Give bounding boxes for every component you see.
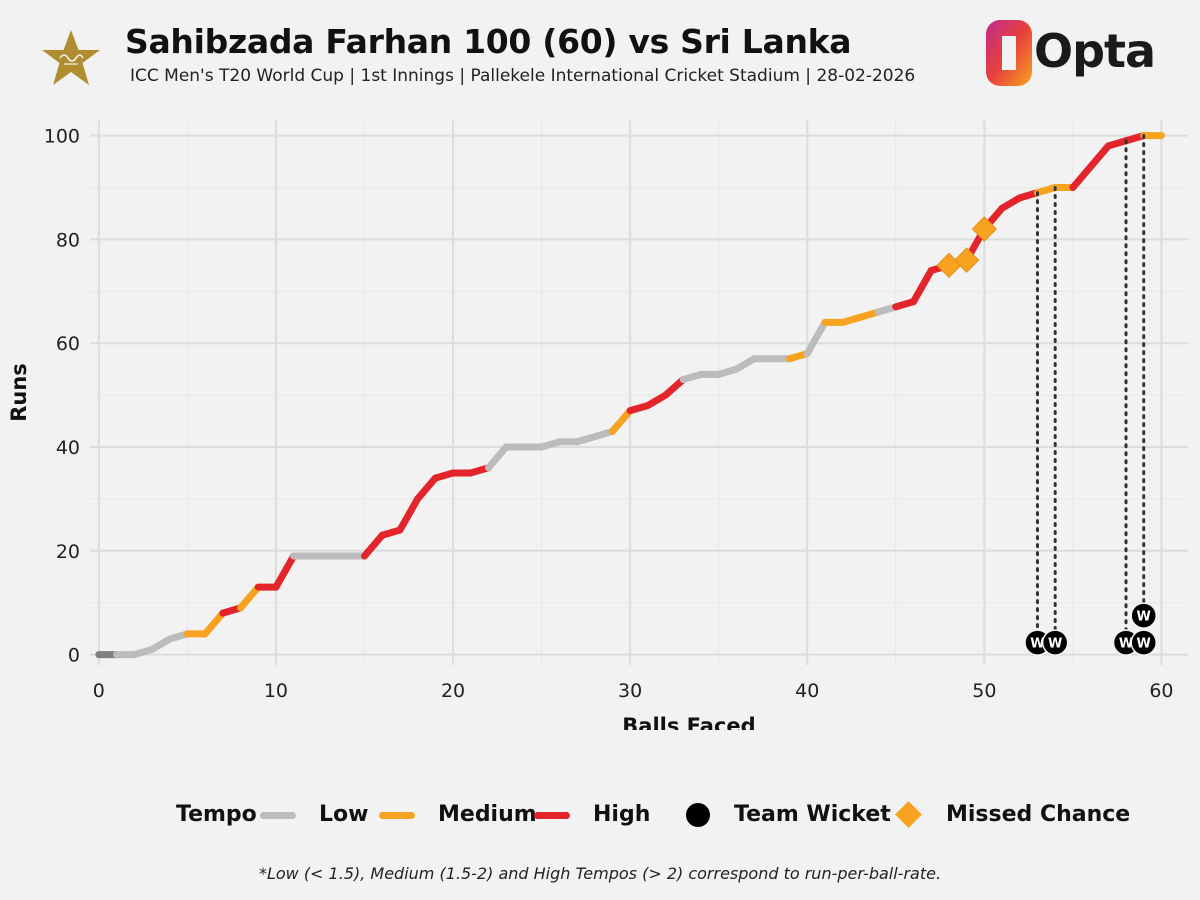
worm-segment-high (662, 376, 687, 399)
x-axis-label: Balls Faced (622, 714, 755, 730)
legend-wicket-label: Team Wicket (734, 802, 891, 827)
legend-missed-chance-icon (895, 801, 922, 828)
team-wicket-marker (1130, 629, 1157, 656)
worm-segment-high (361, 531, 386, 560)
team-wicket-label: W (1030, 637, 1044, 652)
y-tick-label: 80 (56, 229, 80, 251)
legend-low-label: Low (319, 802, 369, 827)
opta-brand-text: Opta (1034, 24, 1156, 78)
legend-title: Tempo (176, 802, 257, 827)
worm-segment-high (910, 267, 935, 306)
y-tick-label: 60 (56, 333, 80, 355)
y-tick-label: 100 (44, 126, 80, 148)
x-tick-label: 30 (618, 680, 642, 702)
missed-chance-marker (953, 247, 980, 273)
legend: Tempo Low Medium High Team Wicket Missed… (0, 790, 1200, 840)
opta-logo-icon (986, 20, 1032, 86)
x-tick-label: 60 (1149, 680, 1173, 702)
worm-segment-high (1069, 163, 1095, 191)
x-tick-label: 10 (264, 680, 288, 702)
legend-high-swatch (534, 812, 570, 819)
team-wicket-label: W (1137, 637, 1151, 652)
wicket-lines-layer (1035, 134, 1146, 645)
legend-medium-label: Medium (438, 802, 537, 827)
worm-segment-medium (237, 583, 262, 612)
worm-segment-medium (608, 407, 634, 435)
legend-wicket-icon (686, 803, 710, 827)
missed-chance-marker (971, 216, 998, 242)
worm-segment-low (484, 443, 510, 472)
worm-segment-high (396, 495, 422, 534)
worm-segment-low (803, 318, 829, 358)
y-tick-label: 40 (56, 437, 80, 459)
team-wicket-marker (1130, 602, 1157, 629)
team-wicket-label: W (1048, 637, 1062, 652)
x-tick-label: 0 (93, 680, 105, 702)
y-tick-label: 20 (56, 541, 80, 563)
x-tick-label: 50 (972, 680, 996, 702)
y-tick-label: 0 (68, 645, 80, 667)
worm-segment-high (1087, 142, 1112, 171)
worm-segment-high (414, 474, 439, 503)
marker-layer: W W W WW (936, 216, 1157, 656)
legend-high-label: High (593, 802, 651, 827)
footnote: *Low (< 1.5), Medium (1.5-2) and High Te… (258, 864, 942, 883)
pakistan-star-emblem-icon (42, 30, 100, 85)
team-wicket-label: W (1119, 637, 1133, 652)
y-axis-label: Runs (7, 363, 31, 422)
worm-segment-medium (201, 609, 227, 638)
chart-subtitle: ICC Men's T20 World Cup | 1st Innings | … (130, 66, 916, 86)
legend-low-swatch (260, 812, 296, 819)
team-wicket-label: W (1137, 610, 1151, 625)
axis-layer: 0 10 20 30 40 50 60 0 20 40 60 80 100 Balls Faced Runs (7, 126, 1174, 730)
worm-segment-high (272, 552, 298, 591)
chart-header: Sahibzada Farhan 100 (60) vs Sri Lanka I… (0, 0, 1200, 110)
x-tick-label: 40 (795, 680, 819, 702)
grid-layer (90, 120, 1188, 665)
x-tick-label: 20 (441, 680, 465, 702)
team-wicket-marker (1041, 629, 1069, 656)
legend-medium-swatch (379, 812, 415, 819)
legend-missed-label: Missed Chance (946, 802, 1131, 827)
chart-title: Sahibzada Farhan 100 (60) vs Sri Lanka (125, 22, 852, 61)
